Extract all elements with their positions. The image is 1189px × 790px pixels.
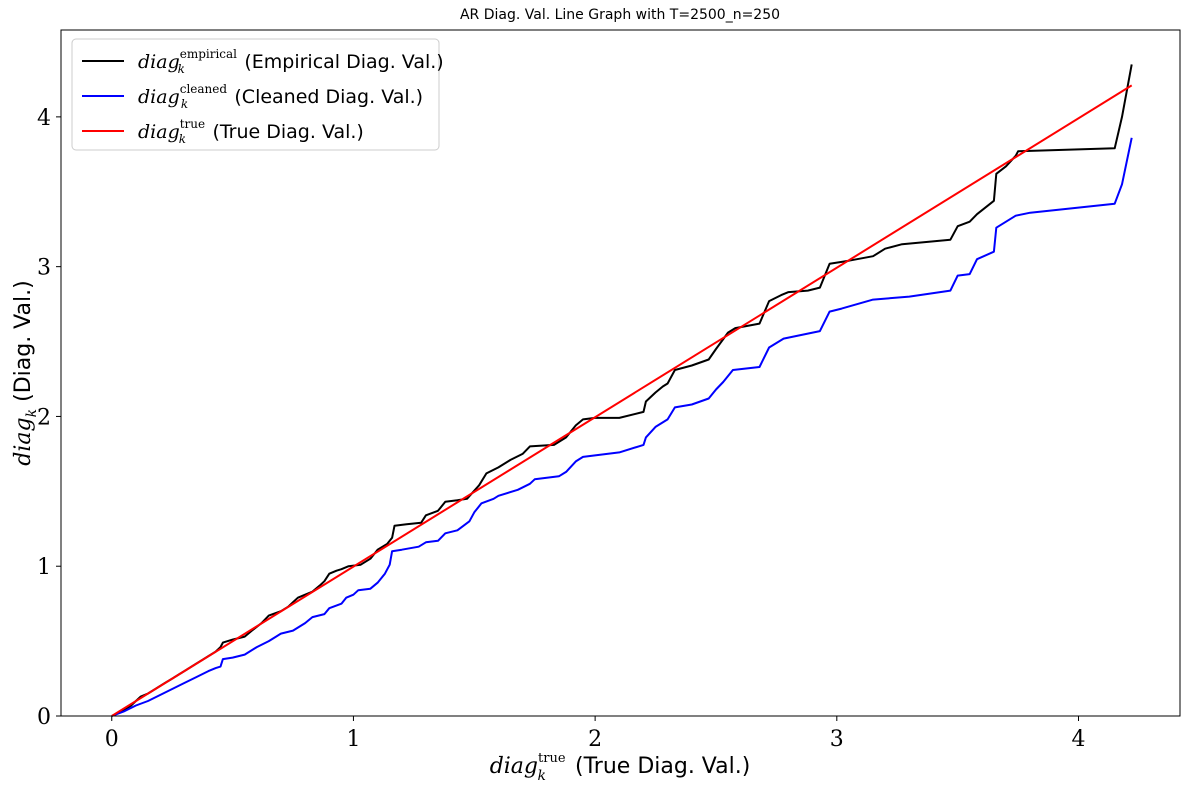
x-tick-label: 1 xyxy=(346,727,360,752)
y-tick-label: 2 xyxy=(37,405,51,430)
plot-frame xyxy=(60,29,1181,717)
x-tick-label: 2 xyxy=(588,727,602,752)
x-tick-label: 0 xyxy=(105,727,119,752)
x-tick-label: 3 xyxy=(830,727,844,752)
chart-title: AR Diag. Val. Line Graph with T=2500_n=2… xyxy=(460,7,780,23)
series-line-cleaned xyxy=(111,137,1133,717)
legend: diagempirical k (Empirical Diag. Val.) dia… xyxy=(71,38,444,151)
y-axis-label: diagk (Diag. Val.) xyxy=(11,280,40,465)
series-line-true xyxy=(111,84,1133,717)
y-axis-ticks: 0 1 2 3 4 xyxy=(37,106,61,730)
x-tick-label: 4 xyxy=(1071,727,1085,752)
series-line-empirical xyxy=(111,64,1133,717)
legend-label-cleaned: diagcleaned k (Cleaned Diag. Val.) xyxy=(138,82,423,111)
y-tick-label: 3 xyxy=(37,256,51,281)
legend-box xyxy=(71,38,440,151)
plot-lines xyxy=(111,64,1133,717)
y-tick-label: 4 xyxy=(37,106,51,131)
legend-items: diagempirical k (Empirical Diag. Val.) dia… xyxy=(82,47,444,146)
legend-label-true: diagtrue k (True Diag. Val.) xyxy=(138,117,364,146)
x-axis-label: diagtrue k (True Diag. Val.) xyxy=(490,751,751,784)
x-axis-ticks: 0 1 2 3 4 xyxy=(105,716,1085,752)
legend-label-empirical: diagempirical k (Empirical Diag. Val.) xyxy=(138,47,444,76)
y-tick-label: 1 xyxy=(37,555,51,580)
y-tick-label: 0 xyxy=(37,705,51,730)
